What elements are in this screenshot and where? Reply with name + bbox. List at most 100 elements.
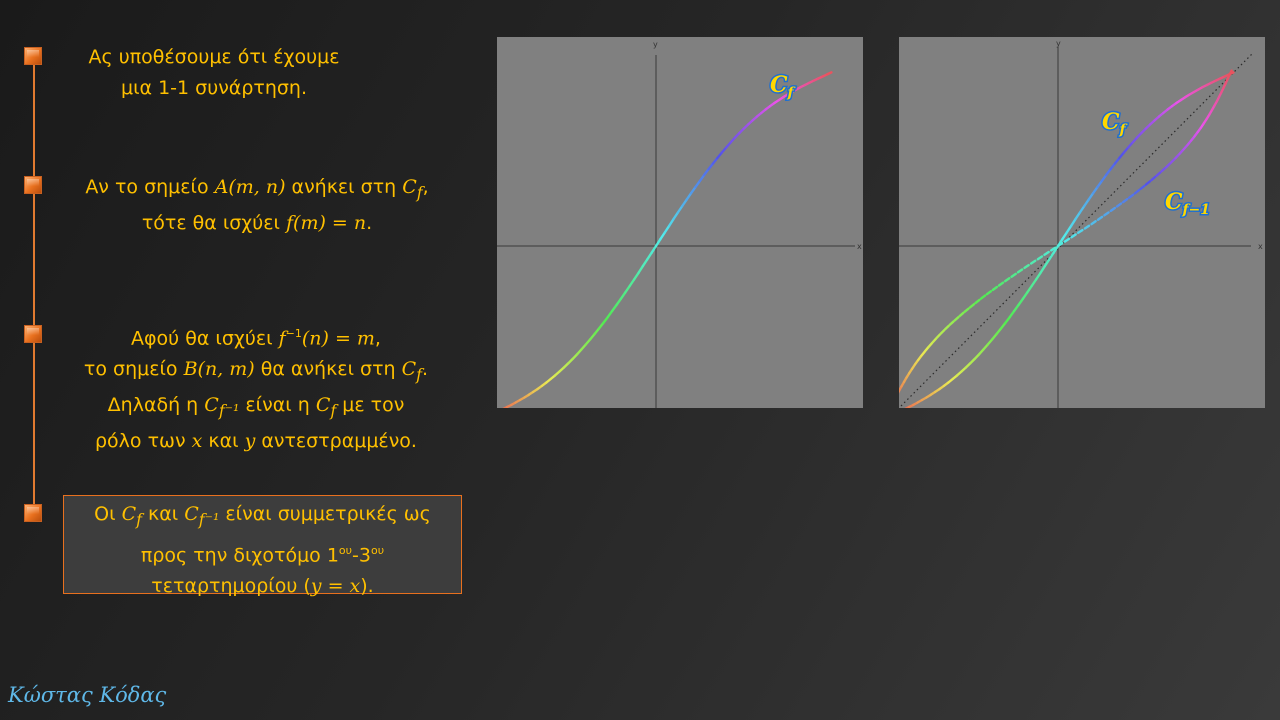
math-subscript: f (136, 509, 142, 529)
text-line: τεταρτημορίου (y = x). (68, 571, 457, 602)
curve-segment (1017, 297, 1025, 307)
curve-segment (624, 284, 631, 294)
text-run: Οι (94, 503, 122, 525)
curve-segment (619, 291, 627, 300)
curve-segment (1010, 271, 1020, 278)
curve-segment (997, 279, 1007, 287)
text-line: τότε θα ισχύει f(m) = n. (60, 208, 454, 239)
math-subscript: f⁻¹ (198, 509, 220, 529)
curve-segment (1076, 227, 1087, 235)
text-run: τεταρτημορίου ( (151, 575, 311, 598)
math-expression: A(m, n) (214, 176, 286, 198)
curve-segment (650, 244, 658, 255)
curve-segment (602, 315, 610, 325)
text-run: και (202, 429, 245, 452)
curve-segment (1034, 271, 1042, 281)
curve-segment (681, 198, 688, 208)
graph-inverse-canvas: x y Cf Cf−1 (899, 37, 1265, 408)
curve-segment (1069, 217, 1077, 228)
curve-segment (1100, 173, 1108, 183)
curve-segment (1026, 284, 1033, 294)
math-subscript: f (330, 400, 337, 420)
text-line: ρόλο των x και y αντεστραμμένο. (56, 426, 456, 457)
curve-segment (1030, 278, 1038, 288)
curve-segment (663, 224, 671, 234)
plot-background (899, 37, 1265, 408)
bullet-marker-1 (24, 47, 42, 65)
superscript: −1 (285, 327, 302, 340)
curve-segment (1036, 253, 1046, 261)
curve-segment (1008, 309, 1016, 319)
text-line: Αν το σημείο A(m, n) ανήκει στη Cf, (60, 172, 454, 208)
math-subscript: f (416, 365, 423, 385)
curve-segment (672, 211, 680, 221)
cf-curve (904, 71, 1235, 408)
text-run: είναι συμμετρικές ως (219, 503, 431, 525)
graph-cf: x y Cf (497, 37, 863, 408)
curve-segment (1121, 196, 1131, 204)
curve-segment (1083, 198, 1090, 208)
curve-segment (1004, 315, 1012, 325)
curve-segment (654, 237, 662, 248)
cf-curve (502, 71, 833, 408)
bullet-text-3: Αφού θα ισχύει f−1(n) = m, το σημείο B(n,… (56, 318, 456, 457)
curve-segment (1109, 205, 1119, 213)
cf-inverse-label: Cf−1 (1165, 189, 1210, 218)
curve-segment (667, 217, 675, 228)
math-expression: C (402, 176, 417, 198)
curve-segment (632, 271, 640, 281)
curve-segment (1052, 244, 1060, 255)
curve-segment (637, 264, 645, 275)
curve-segment (1043, 249, 1053, 257)
y-axis-label: y (1056, 39, 1061, 48)
text-run: με τον (336, 394, 405, 417)
curve-segment (1227, 71, 1235, 76)
curve-segment (991, 284, 1001, 292)
bullet-marker-3 (24, 325, 42, 343)
math-expression: C (401, 358, 417, 381)
text-run: Ας υποθέσουμε ότι έχουμε (88, 46, 340, 68)
text-run: , (422, 176, 429, 198)
text-run: Αφού θα ισχύει (131, 327, 279, 350)
curve-segment (676, 204, 684, 214)
curve-segment (698, 173, 706, 183)
graph-cf-canvas: x y Cf (497, 37, 863, 408)
curve-segment (1091, 185, 1099, 195)
math-expression: C (315, 394, 331, 417)
curve-segment (1049, 244, 1060, 252)
curve-segment (694, 179, 702, 189)
curve-segment (606, 309, 614, 319)
text-run: ρόλο των (95, 429, 192, 452)
text-run: . (422, 358, 429, 381)
curve-segment (641, 258, 649, 268)
curve-segment (645, 251, 653, 261)
bullet-marker-4 (24, 504, 42, 522)
curve-segment (1016, 266, 1026, 274)
text-run: Αν το σημείο (85, 176, 215, 198)
math-expression: C (184, 503, 199, 525)
bullet-text-1: Ας υποθέσουμε ότι έχουμε μια 1-1 συνάρτησ… (64, 42, 364, 104)
curve-segment (685, 191, 693, 201)
curve-segment (1096, 179, 1104, 189)
text-line: το σημείο B(n, m) θα ανήκει στη Cf. (56, 354, 456, 390)
curve-segment (1074, 211, 1082, 221)
curve-segment (979, 293, 989, 300)
x-axis-label: x (1258, 242, 1263, 251)
text-run: θα ανήκει στη (254, 358, 402, 381)
text-run: μια 1-1 συνάρτηση. (121, 77, 307, 99)
math-expression: (n) = m (301, 327, 375, 350)
math-expression: C (121, 503, 137, 525)
curve-segment (702, 167, 710, 177)
curve-segment (1029, 257, 1040, 265)
curve-segment (825, 71, 833, 76)
math-expression: B(n, m) (183, 358, 255, 381)
text-run: είναι η (239, 394, 316, 417)
math-expression: x (191, 429, 203, 452)
curve-segment (1103, 209, 1113, 217)
text-run: . (366, 211, 373, 234)
math-expression: C (204, 394, 219, 417)
text-line: Ας υποθέσουμε ότι έχουμε (64, 42, 364, 73)
curve-segment (985, 288, 995, 296)
curve-segment (689, 185, 697, 195)
math-expression: f (278, 327, 286, 350)
